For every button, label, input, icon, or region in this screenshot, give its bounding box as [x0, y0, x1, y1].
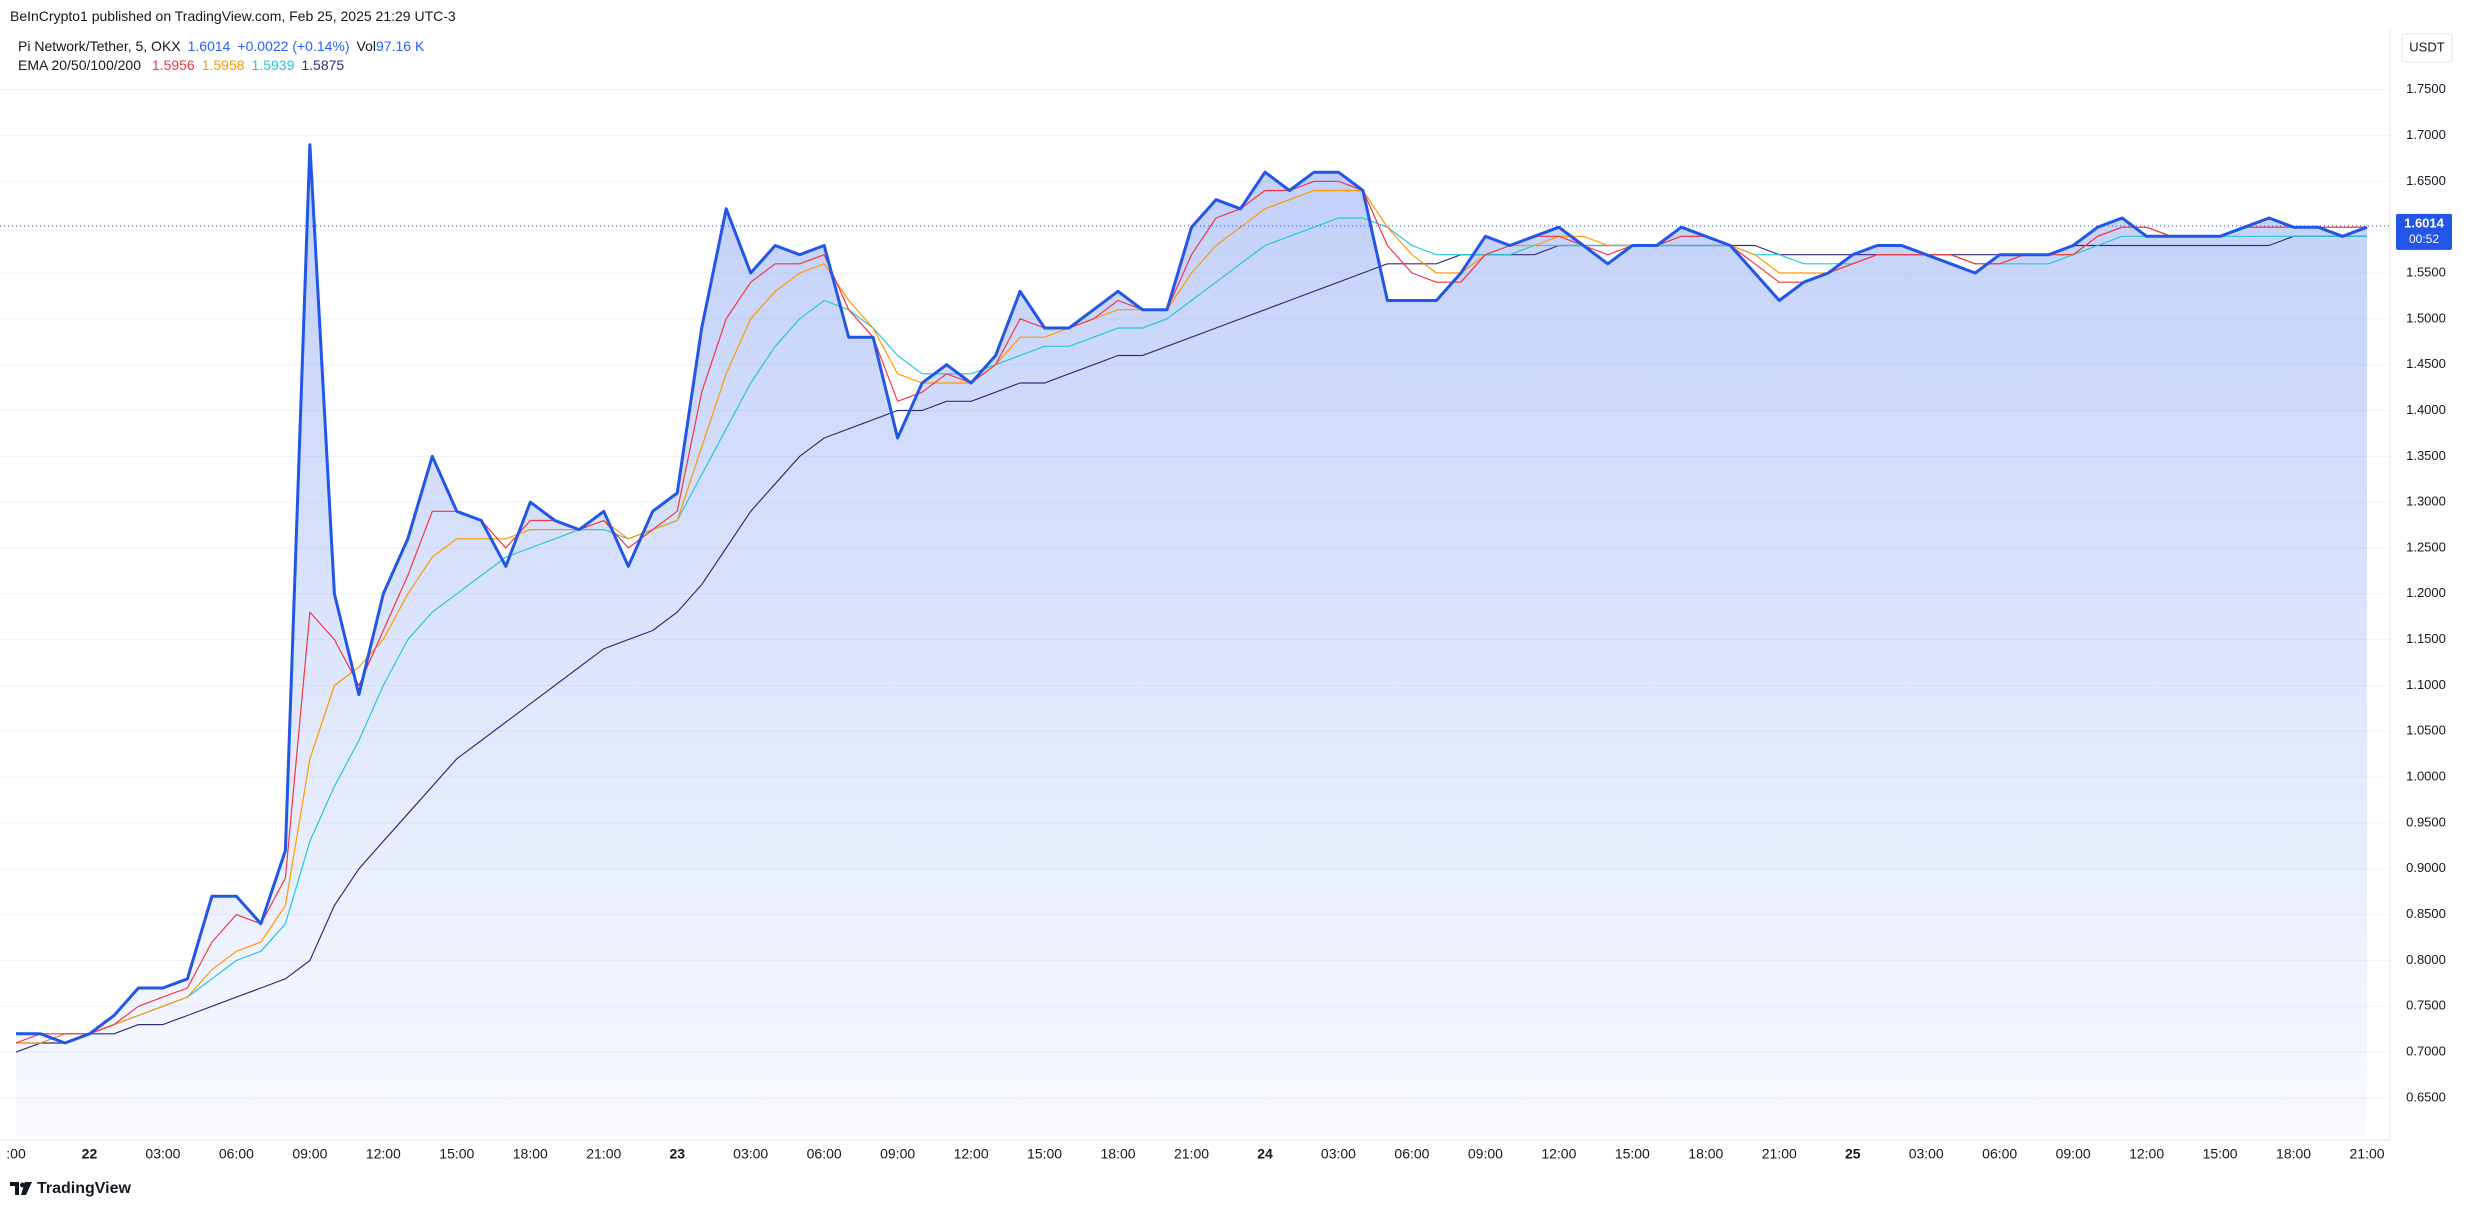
- publish-header: BeInCrypto1 published on TradingView.com…: [10, 8, 456, 24]
- y-tick-label: 0.7000: [2406, 1044, 2446, 1059]
- countdown: 00:52: [2409, 232, 2439, 246]
- tv-logo: [10, 1182, 32, 1195]
- symbol-legend: Pi Network/Tether, 5, OKX 1.6014 +0.0022 (…: [18, 38, 431, 54]
- y-tick-label: 1.6500: [2406, 173, 2446, 188]
- y-tick-label: 1.2000: [2406, 585, 2446, 600]
- x-tick-label: 12:00: [1541, 1146, 1576, 1162]
- symbol: Pi Network/Tether, 5, OKX: [18, 38, 181, 54]
- y-tick-label: 1.1000: [2406, 677, 2446, 692]
- ema-value: 1.5875: [301, 57, 345, 73]
- x-tick-label: 06:00: [219, 1146, 254, 1162]
- x-tick-label: 15:00: [1027, 1146, 1062, 1162]
- y-tick-label: 1.0000: [2406, 769, 2446, 784]
- ema-label: EMA 20/50/100/200: [18, 57, 141, 73]
- x-tick-label: 12:00: [954, 1146, 989, 1162]
- y-tick-label: 1.7000: [2406, 127, 2446, 142]
- x-tick-label: 03:00: [145, 1146, 180, 1162]
- last-price-label: 1.6014: [2404, 215, 2445, 230]
- ema-value: 1.5958: [201, 57, 245, 73]
- x-tick-label: 23: [669, 1146, 685, 1162]
- last-price-box: [2396, 213, 2452, 250]
- x-tick-label: 22: [82, 1146, 98, 1162]
- currency-box[interactable]: [2401, 33, 2453, 63]
- x-tick-label: 09:00: [1468, 1146, 1503, 1162]
- y-tick-label: 1.3000: [2406, 494, 2446, 509]
- ema-line: [15, 180, 2367, 1044]
- x-tick-label: 12:00: [2129, 1146, 2164, 1162]
- footer: TradingView: [10, 1180, 131, 1198]
- x-tick-label: 03:00: [1321, 1146, 1356, 1162]
- x-tick-label: 24: [1257, 1146, 1273, 1162]
- y-tick-label: 0.6500: [2406, 1089, 2446, 1104]
- y-tick-label: 1.0500: [2406, 723, 2446, 738]
- x-tick-label: 15:00: [1615, 1146, 1650, 1162]
- legend-change: +0.0022 (+0.14%): [237, 38, 350, 54]
- y-tick-label: 0.8000: [2406, 952, 2446, 967]
- y-tick-label: 0.7500: [2406, 998, 2446, 1013]
- x-tick-label: 12:00: [366, 1146, 401, 1162]
- legend-price: 1.6014: [187, 38, 231, 54]
- vol-label: Vol: [356, 38, 377, 54]
- footer-brand: TradingView: [37, 1180, 131, 1197]
- price-line: [16, 143, 2368, 1045]
- y-tick-label: 1.2500: [2406, 539, 2446, 554]
- y-tick-label: 1.1500: [2406, 631, 2446, 646]
- x-tick-label: 06:00: [807, 1146, 842, 1162]
- x-tick-label: 15:00: [2203, 1146, 2238, 1162]
- vol-value: 97.16 K: [376, 38, 425, 54]
- x-tick-label: 21:00: [586, 1146, 621, 1162]
- x-tick-label: 09:00: [292, 1146, 327, 1162]
- ema-legend: EMA 20/50/100/200 1.5956 1.5958 1.5939 1.58…: [18, 57, 351, 73]
- y-tick-label: 1.7500: [2406, 81, 2446, 96]
- currency-label: USDT: [2409, 39, 2444, 54]
- ema-value: 1.5939: [251, 57, 295, 73]
- y-tick-label: 0.8500: [2406, 906, 2446, 921]
- x-tick-label: 06:00: [1982, 1146, 2017, 1162]
- x-tick-label: 18:00: [1101, 1146, 1136, 1162]
- x-tick-label: :00: [6, 1146, 26, 1162]
- x-tick-label: 18:00: [1688, 1146, 1723, 1162]
- y-tick-label: 1.5000: [2406, 310, 2446, 325]
- y-tick-label: 1.5500: [2406, 264, 2446, 279]
- y-tick-label: 1.4500: [2406, 356, 2446, 371]
- y-tick-label: 0.9000: [2406, 860, 2446, 875]
- price-area: [16, 144, 2367, 1136]
- y-tick-label: 1.4000: [2406, 402, 2446, 417]
- x-tick-label: 18:00: [513, 1146, 548, 1162]
- x-tick-label: 15:00: [439, 1146, 474, 1162]
- x-tick-label: 06:00: [1394, 1146, 1429, 1162]
- x-tick-label: 21:00: [1174, 1146, 1209, 1162]
- x-tick-label: 18:00: [2276, 1146, 2311, 1162]
- y-tick-label: 1.3500: [2406, 448, 2446, 463]
- ema-line: [15, 235, 2367, 1053]
- x-tick-label: 09:00: [2056, 1146, 2091, 1162]
- y-tick-label: 0.9500: [2406, 814, 2446, 829]
- x-tick-label: 21:00: [1762, 1146, 1797, 1162]
- x-tick-label: 25: [1845, 1146, 1861, 1162]
- ema-value: 1.5956: [151, 57, 195, 73]
- x-tick-label: 03:00: [1909, 1146, 1944, 1162]
- x-tick-label: 21:00: [2350, 1146, 2385, 1162]
- x-tick-label: 09:00: [880, 1146, 915, 1162]
- x-tick-label: 03:00: [733, 1146, 768, 1162]
